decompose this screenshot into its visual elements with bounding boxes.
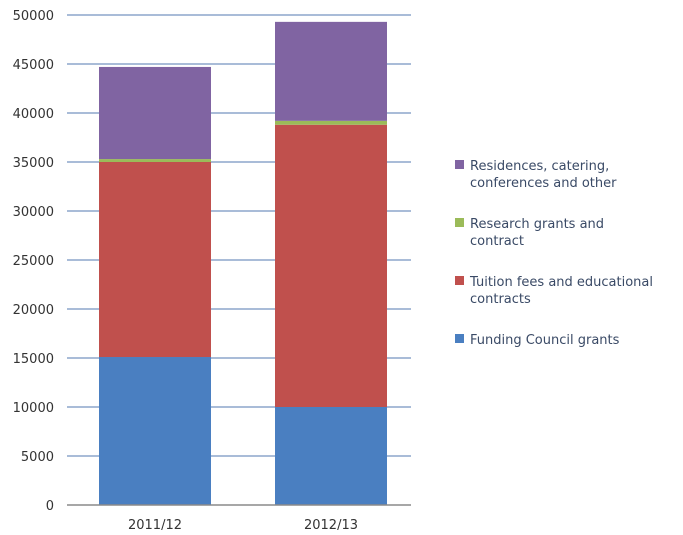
- legend-swatch: [455, 160, 464, 169]
- y-tick-label: 25000: [13, 254, 54, 269]
- legend-label: Residences, catering,: [470, 159, 609, 174]
- bar-segment: [99, 67, 211, 159]
- bar-segment: [275, 121, 387, 125]
- y-axis-tick-labels: 0 5000 10000 15000 20000 25000 30000 35000 40000…: [13, 9, 54, 514]
- y-tick-label: 35000: [13, 156, 54, 171]
- bar-segment: [99, 159, 211, 162]
- bar-segment: [99, 357, 211, 505]
- legend-label: Research grants and: [470, 217, 604, 232]
- y-tick-label: 50000: [13, 9, 54, 24]
- legend-label: conferences and other: [470, 176, 617, 191]
- bar-segment: [275, 22, 387, 121]
- x-tick-label: 2012/13: [304, 518, 358, 533]
- x-tick-label: 2011/12: [128, 518, 182, 533]
- legend-swatch: [455, 276, 464, 285]
- legend-label: Funding Council grants: [470, 333, 620, 348]
- y-tick-label: 15000: [13, 352, 54, 367]
- legend-swatch: [455, 334, 464, 343]
- bar-segment: [99, 162, 211, 357]
- y-tick-label: 5000: [21, 450, 54, 465]
- legend-label: Tuition fees and educational: [469, 275, 653, 290]
- bar-segment: [275, 125, 387, 407]
- y-tick-label: 10000: [13, 401, 54, 416]
- bar-segment: [275, 407, 387, 505]
- x-axis-tick-labels: 2011/12 2012/13: [128, 518, 358, 533]
- y-tick-label: 40000: [13, 107, 54, 122]
- y-tick-label: 20000: [13, 303, 54, 318]
- bars: [99, 22, 387, 505]
- y-tick-label: 30000: [13, 205, 54, 220]
- y-tick-label: 45000: [13, 58, 54, 73]
- legend-swatch: [455, 218, 464, 227]
- legend-label: contracts: [470, 292, 531, 307]
- legend: Residences, catering, conferences and oth…: [455, 159, 653, 348]
- y-tick-label: 0: [46, 499, 54, 514]
- legend-label: contract: [470, 234, 524, 249]
